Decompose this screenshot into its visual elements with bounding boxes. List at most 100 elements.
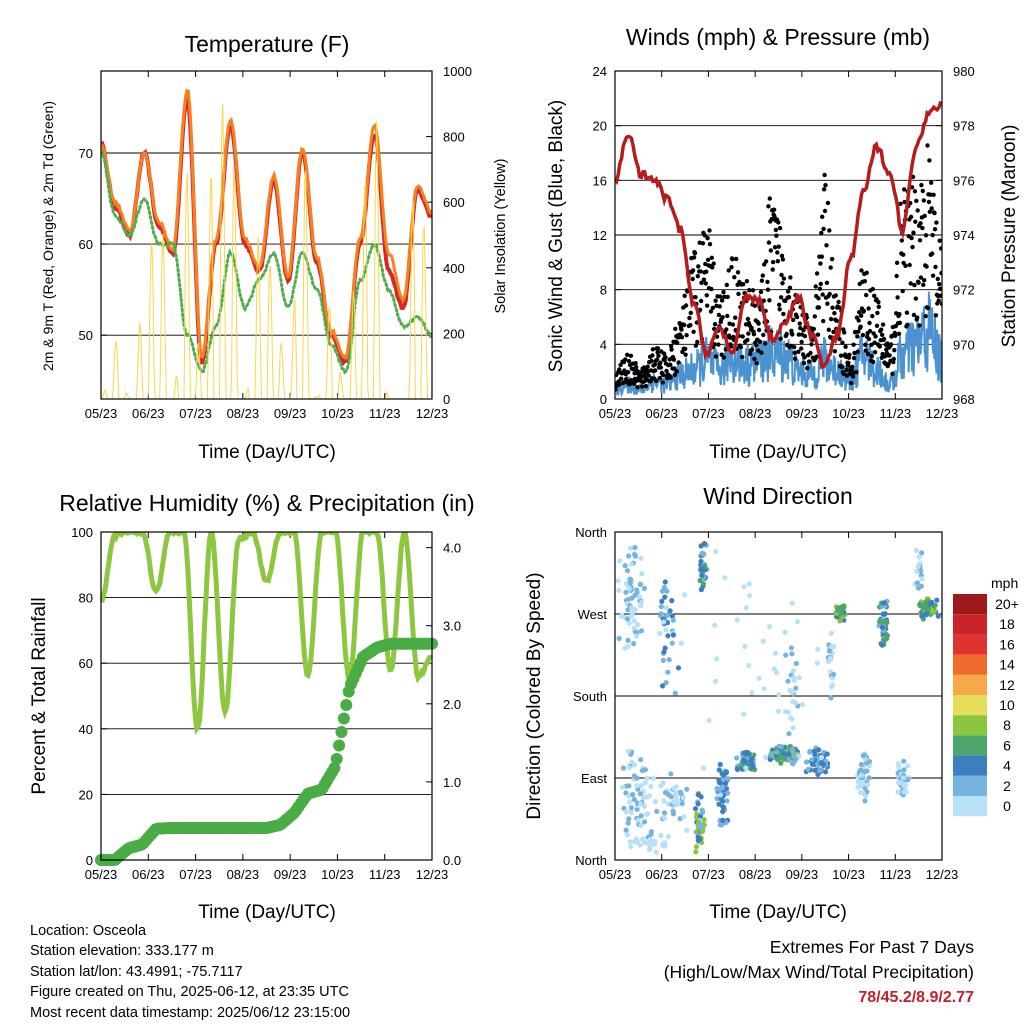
wind-gust-point	[650, 353, 655, 358]
wind-gust-point	[702, 233, 707, 238]
winds-ytick-label: 8	[600, 283, 607, 298]
wind-direction-point	[741, 584, 747, 590]
wind-gust-point	[736, 291, 741, 297]
colorbar-label: 10	[999, 697, 1015, 713]
wind-gust-point	[668, 344, 674, 349]
precipitation-point	[333, 739, 346, 752]
wind-gust-point	[784, 331, 789, 337]
wind-gust-point	[819, 230, 824, 236]
wind-direction-point	[817, 767, 823, 774]
wind-direction-point	[620, 765, 627, 771]
wind-gust-point	[862, 279, 867, 284]
wind-direction-point	[627, 545, 634, 552]
wind-gust-point	[633, 364, 639, 370]
winds-ytick-label: 16	[593, 173, 607, 188]
wind-gust-point	[802, 333, 808, 339]
wind-direction-point	[625, 748, 632, 754]
wind-gust-point	[754, 343, 759, 348]
wind-gust-point	[912, 282, 917, 288]
wind-gust-point	[855, 349, 860, 354]
temperature-frame	[100, 70, 433, 400]
wind-direction-point	[626, 586, 632, 592]
temperature-y2tick-label: 0	[443, 392, 450, 407]
humidity-ytick-label: 20	[79, 787, 93, 802]
extremes-box: Extremes For Past 7 Days (High/Low/Max W…	[664, 935, 974, 1010]
wind-direction-point	[625, 616, 631, 622]
extremes-values: 78/45.2/8.9/2.77	[858, 989, 974, 1006]
wind-direction-point	[741, 750, 747, 756]
wind-direction-point	[884, 632, 891, 639]
wind-gust-point	[655, 346, 661, 351]
wind-direction-point	[627, 799, 633, 805]
wind-gust-point	[911, 230, 916, 235]
colorbar-label: 6	[1003, 737, 1011, 753]
wind-direction-point	[774, 749, 780, 755]
wind-direction-point	[624, 832, 631, 838]
wind-gust-point	[872, 293, 877, 298]
direction-xtick-label: 12/23	[926, 867, 959, 882]
wind-gust-point	[851, 355, 857, 361]
wind-gust-point	[827, 228, 832, 233]
wind-gust-point	[919, 182, 924, 188]
direction-ytick-label: South	[573, 689, 607, 704]
wind-direction-point	[643, 811, 649, 818]
wind-direction-point	[669, 598, 675, 604]
humidity-xtick-label: 06/23	[132, 867, 165, 882]
temperature-panel: Temperature (F) 05/23 06/23 07/23 08/23 09/2…	[40, 31, 509, 463]
wind-gust-point	[897, 320, 903, 325]
wind-direction-point	[903, 782, 909, 789]
wind-gust-point	[890, 371, 895, 377]
temperature-xtick-label: 08/23	[227, 406, 260, 421]
wind-direction-point	[734, 755, 740, 761]
wind-gust-point	[794, 314, 800, 320]
wind-gust-point	[699, 280, 704, 285]
wind-direction-point	[883, 619, 889, 625]
wind-direction-point	[639, 768, 646, 774]
wind-gust-point	[691, 329, 696, 334]
wind-direction-point	[900, 775, 907, 781]
wind-gust-point	[779, 272, 784, 278]
wind-gust-point	[754, 361, 759, 366]
winds-ytick-label: 24	[593, 64, 607, 79]
wind-gust-point	[740, 354, 745, 360]
wind-gust-point	[930, 251, 935, 256]
wind-gust-point	[833, 293, 838, 298]
wind-gust-point	[775, 259, 780, 264]
wind-gust-point	[777, 307, 782, 312]
wind-gust-point	[633, 361, 638, 366]
wind-direction-point	[796, 753, 802, 759]
wind-gust-point	[696, 264, 701, 269]
extremes-subheading: (High/Low/Max Wind/Total Precipitation)	[663, 962, 974, 982]
wind-gust-point	[752, 356, 757, 362]
wind-gust-point	[672, 372, 678, 378]
wind-direction-point	[789, 651, 795, 657]
wind-gust-point	[808, 350, 813, 356]
wind-gust-point	[913, 219, 918, 224]
direction-ytick-label: North	[575, 525, 607, 540]
wind-gust-point	[618, 376, 624, 381]
direction-panel: Wind Direction NorthWestSouthEastNorth05…	[524, 483, 1019, 923]
wind-direction-point	[745, 750, 752, 756]
wind-direction-point	[716, 801, 722, 807]
wind-direction-point	[720, 817, 726, 824]
wind-direction-point	[669, 640, 675, 646]
wind-direction-point	[756, 675, 762, 681]
wind-direction-point	[782, 629, 788, 635]
wind-direction-point	[637, 842, 643, 848]
wind-gust-point	[780, 281, 785, 286]
wind-gust-point	[750, 288, 756, 293]
wind-gust-point	[726, 268, 731, 273]
wind-gust-point	[849, 380, 854, 386]
wind-direction-point	[814, 660, 820, 666]
winds-ytick-label: 12	[593, 228, 607, 243]
wind-gust-point	[770, 259, 776, 265]
wind-direction-point	[897, 780, 904, 786]
wind-gust-point	[909, 235, 914, 241]
wind-direction-point	[783, 652, 789, 658]
wind-gust-point	[695, 339, 700, 345]
wind-gust-point	[777, 225, 783, 231]
colorbar-title: mph	[991, 575, 1018, 591]
wind-gust-point	[656, 353, 661, 358]
wind-gust-point	[668, 362, 673, 367]
wind-direction-point	[698, 558, 704, 564]
